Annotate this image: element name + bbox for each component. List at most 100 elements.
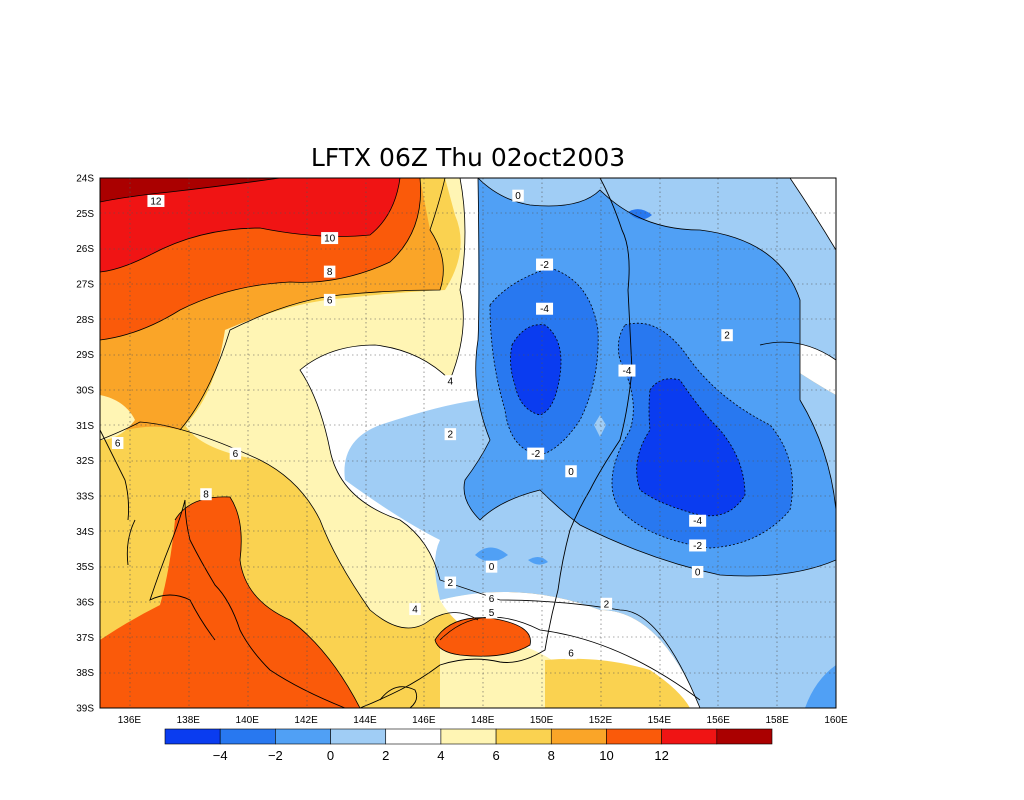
plot-frame	[99, 177, 837, 709]
svg-text:6: 6	[489, 594, 495, 605]
svg-text:6: 6	[568, 649, 574, 660]
contour-label: 2	[600, 597, 613, 610]
band-neg2-0-small2	[528, 556, 548, 565]
band-10-12	[100, 178, 400, 272]
colorbar-label: −4	[213, 748, 228, 763]
svg-text:2: 2	[604, 599, 610, 610]
svg-text:0: 0	[489, 562, 495, 573]
svg-text:5: 5	[489, 608, 495, 619]
band-2-4-east	[790, 178, 836, 250]
svg-text:2: 2	[448, 578, 454, 589]
contour-label: 0	[565, 465, 577, 478]
svg-text:-4: -4	[693, 516, 702, 527]
lat-tick-label: 35S	[76, 562, 94, 573]
contour-label: -2	[536, 258, 554, 271]
colorbar-label: 2	[382, 748, 389, 763]
contour-label: 4	[409, 603, 421, 616]
contour-label: -4	[536, 302, 554, 315]
colorbar-label: 6	[492, 748, 499, 763]
svg-text:0: 0	[515, 191, 521, 202]
lon-tick-label: 158E	[765, 715, 789, 726]
svg-text:6: 6	[115, 439, 121, 450]
colorbar-swatch	[275, 728, 331, 745]
lat-tick-label: 29S	[76, 350, 94, 361]
small-lens	[594, 415, 606, 437]
svg-text:0: 0	[695, 567, 701, 578]
longitude-labels: 136E 138E 140E 142E 144E 146E 148E 150E 152E 154E…	[118, 715, 848, 726]
band-neg2-0-corner	[805, 665, 836, 708]
colorbar-label: −2	[268, 748, 283, 763]
lat-tick-label: 33S	[76, 492, 94, 503]
svg-text:-4: -4	[623, 366, 632, 377]
colorbar-label: 0	[327, 748, 334, 763]
svg-text:8: 8	[203, 490, 209, 501]
lat-tick-label: 38S	[76, 668, 94, 679]
map-title: LFTX 06Z Thu 02oct2003	[311, 143, 625, 172]
contour-label: 10	[321, 232, 339, 245]
colorbar-swatch	[550, 728, 607, 745]
colorbar-swatch	[606, 728, 662, 745]
band-below-neg4-east	[636, 378, 745, 516]
contour-label: 2	[444, 576, 457, 589]
svg-text:4: 4	[412, 605, 418, 616]
contour-label: 12	[147, 194, 165, 207]
colorbar: −4 −2 0 2 4 6 8 10 12	[164, 728, 773, 763]
lon-tick-label: 144E	[353, 715, 377, 726]
colorbar-swatch	[330, 728, 387, 745]
svg-text:6: 6	[233, 449, 239, 460]
colorbar-swatch	[495, 728, 552, 745]
warm-south	[545, 658, 690, 708]
colorbar-swatch	[716, 728, 773, 745]
lon-tick-label: 150E	[530, 715, 554, 726]
lat-lon-grid	[100, 178, 836, 708]
svg-text:-2: -2	[531, 449, 540, 460]
contour-label: 4	[444, 375, 457, 388]
lon-tick-label: 154E	[648, 715, 672, 726]
contour-label: 6	[229, 447, 242, 460]
colorbar-label: 10	[599, 748, 613, 763]
contour-label: 2	[444, 428, 457, 441]
lat-tick-label: 36S	[76, 598, 94, 609]
lon-tick-label: 136E	[118, 715, 142, 726]
contour-label: 6	[485, 592, 498, 605]
svg-text:0: 0	[568, 467, 574, 478]
lat-tick-label: 32S	[76, 456, 94, 467]
contour-label: 0	[512, 189, 524, 202]
svg-text:8: 8	[327, 267, 333, 278]
contour-label: 0	[691, 565, 704, 578]
contour-lines	[100, 178, 836, 708]
svg-text:6: 6	[327, 295, 333, 306]
colorbar-label: 12	[654, 748, 668, 763]
colorbar-label: 8	[548, 748, 555, 763]
lat-tick-label: 25S	[76, 209, 94, 220]
colorbar-swatch	[385, 728, 442, 745]
lon-tick-label: 160E	[824, 715, 848, 726]
svg-text:10: 10	[324, 234, 336, 245]
lon-tick-label: 142E	[294, 715, 318, 726]
svg-text:-2: -2	[540, 260, 549, 271]
lat-tick-label: 37S	[76, 633, 94, 644]
svg-text:12: 12	[150, 196, 162, 207]
lon-tick-label: 146E	[412, 715, 436, 726]
contour-label: 8	[200, 488, 212, 501]
lon-tick-label: 140E	[236, 715, 260, 726]
svg-text:2: 2	[448, 430, 454, 441]
lon-tick-label: 156E	[707, 715, 731, 726]
svg-text:-2: -2	[693, 541, 702, 552]
svg-text:2: 2	[724, 331, 730, 342]
contour-label: 6	[111, 437, 124, 450]
lat-tick-label: 34S	[76, 527, 94, 538]
latitude-labels: 24S 25S 26S 27S 28S 29S 30S 31S 32S 33S 34S 35S 36S 3…	[76, 174, 94, 715]
colorbar-swatch	[164, 728, 221, 745]
lon-tick-label: 138E	[177, 715, 201, 726]
colorbar-label: 4	[437, 748, 444, 763]
svg-text:-4: -4	[540, 304, 549, 315]
contour-label: 5	[485, 606, 498, 619]
contour-label: -2	[689, 539, 707, 552]
contour-label: 0	[485, 560, 498, 573]
band-neg4-neg2-dot	[628, 209, 652, 220]
colorbar-swatch	[661, 728, 718, 745]
coastline	[100, 178, 633, 708]
lat-tick-label: 27S	[76, 280, 94, 291]
